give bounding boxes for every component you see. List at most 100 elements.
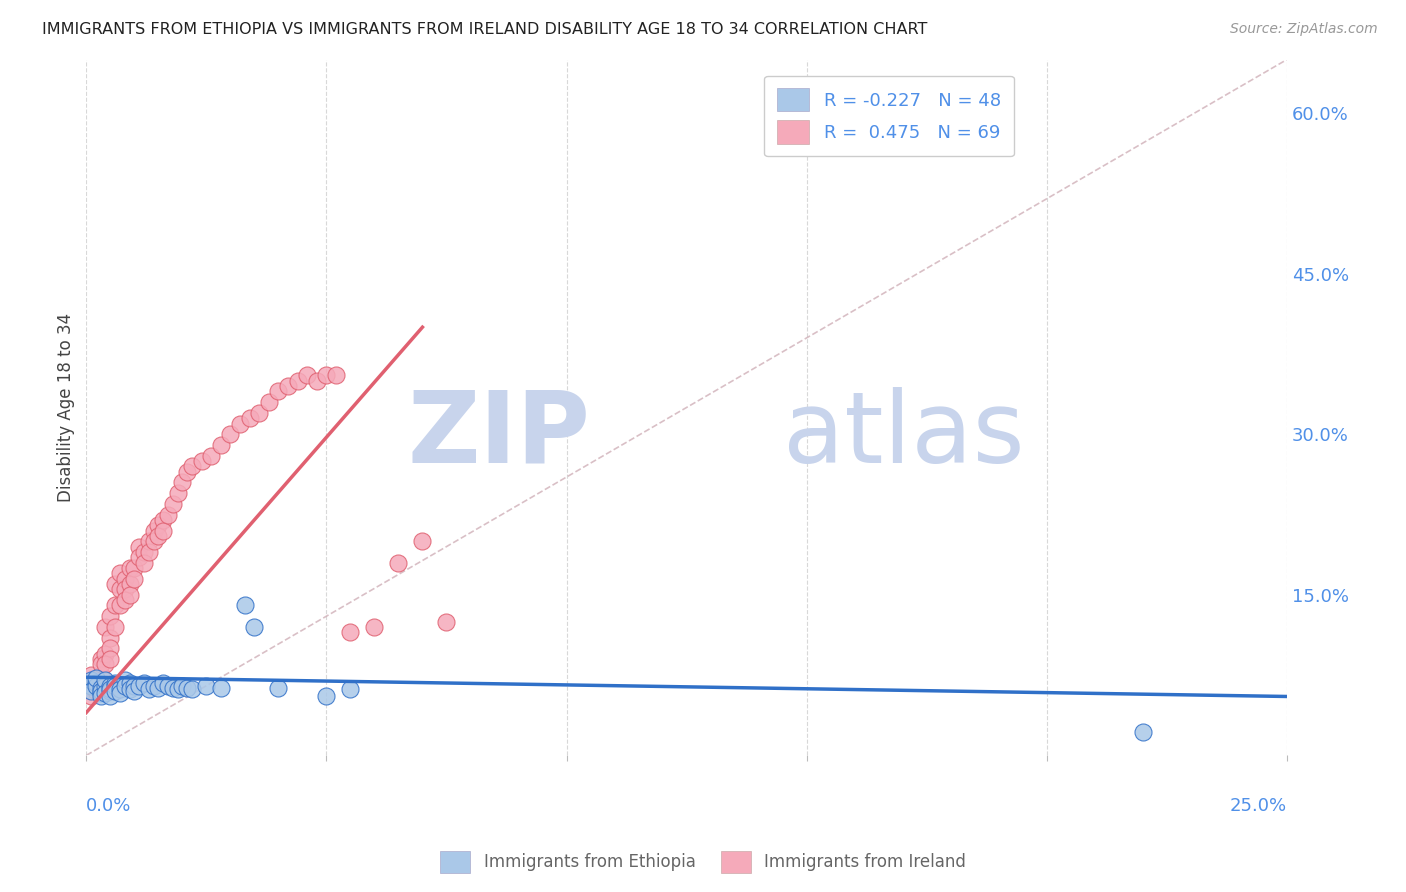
Point: [325, 368, 347, 383]
Point: [295, 368, 318, 383]
Point: [90, 652, 112, 666]
Point: [90, 686, 112, 700]
Point: [176, 681, 198, 695]
Point: [152, 513, 174, 527]
Point: [436, 615, 458, 629]
Point: [90, 668, 112, 682]
Point: [90, 681, 112, 695]
Point: [118, 577, 141, 591]
Point: [166, 681, 188, 696]
Text: atlas: atlas: [783, 387, 1024, 483]
Point: [90, 657, 112, 672]
Point: [411, 534, 433, 549]
Point: [80, 684, 103, 698]
Point: [98, 690, 121, 704]
Point: [142, 679, 165, 693]
Point: [243, 620, 266, 634]
Point: [209, 438, 232, 452]
Point: [98, 609, 121, 624]
Point: [124, 561, 146, 575]
Point: [181, 459, 204, 474]
Point: [114, 572, 136, 586]
Point: [80, 690, 103, 704]
Point: [209, 681, 232, 695]
Point: [98, 652, 121, 666]
Point: [94, 673, 117, 688]
Point: [200, 449, 222, 463]
Point: [132, 556, 155, 570]
Point: [305, 374, 328, 388]
Point: [124, 679, 146, 693]
Point: [156, 508, 179, 522]
Point: [108, 681, 131, 696]
Point: [94, 686, 117, 700]
Y-axis label: Disability Age 18 to 34: Disability Age 18 to 34: [58, 313, 75, 502]
Point: [1132, 724, 1154, 739]
Point: [138, 681, 160, 696]
Point: [181, 681, 204, 696]
Point: [363, 620, 385, 634]
Point: [84, 673, 107, 688]
Point: [128, 550, 150, 565]
Point: [124, 572, 146, 586]
Point: [114, 679, 136, 693]
Point: [104, 620, 127, 634]
Point: [152, 675, 174, 690]
Point: [172, 679, 194, 693]
Point: [90, 690, 112, 704]
Point: [118, 675, 141, 690]
Point: [229, 417, 252, 431]
Point: [128, 540, 150, 554]
Point: [80, 668, 103, 682]
Point: [104, 684, 127, 698]
Point: [138, 534, 160, 549]
Point: [108, 582, 131, 597]
Point: [257, 395, 280, 409]
Point: [148, 681, 170, 695]
Text: Source: ZipAtlas.com: Source: ZipAtlas.com: [1230, 22, 1378, 37]
Point: [287, 374, 309, 388]
Point: [132, 545, 155, 559]
Point: [84, 679, 107, 693]
Text: 0.0%: 0.0%: [86, 797, 132, 815]
Point: [84, 684, 107, 698]
Point: [90, 684, 112, 698]
Point: [148, 518, 170, 533]
Point: [114, 582, 136, 597]
Point: [132, 675, 155, 690]
Point: [84, 671, 107, 685]
Point: [156, 679, 179, 693]
Point: [219, 427, 242, 442]
Point: [114, 673, 136, 688]
Point: [98, 641, 121, 656]
Point: [114, 593, 136, 607]
Point: [98, 631, 121, 645]
Point: [98, 681, 121, 696]
Point: [118, 588, 141, 602]
Point: [108, 566, 131, 581]
Point: [172, 475, 194, 490]
Point: [94, 620, 117, 634]
Point: [98, 684, 121, 698]
Point: [339, 625, 361, 640]
Point: [315, 368, 337, 383]
Point: [124, 684, 146, 698]
Point: [166, 486, 188, 500]
Point: [195, 679, 218, 693]
Point: [94, 657, 117, 672]
Point: [142, 524, 165, 538]
Text: IMMIGRANTS FROM ETHIOPIA VS IMMIGRANTS FROM IRELAND DISABILITY AGE 18 TO 34 CORR: IMMIGRANTS FROM ETHIOPIA VS IMMIGRANTS F…: [42, 22, 928, 37]
Point: [84, 675, 107, 690]
Point: [387, 556, 409, 570]
Point: [277, 379, 299, 393]
Point: [104, 577, 127, 591]
Point: [152, 524, 174, 538]
Point: [104, 599, 127, 613]
Point: [190, 454, 212, 468]
Point: [118, 681, 141, 696]
Point: [94, 679, 117, 693]
Point: [176, 465, 198, 479]
Point: [233, 599, 256, 613]
Point: [104, 679, 127, 693]
Point: [315, 690, 337, 704]
